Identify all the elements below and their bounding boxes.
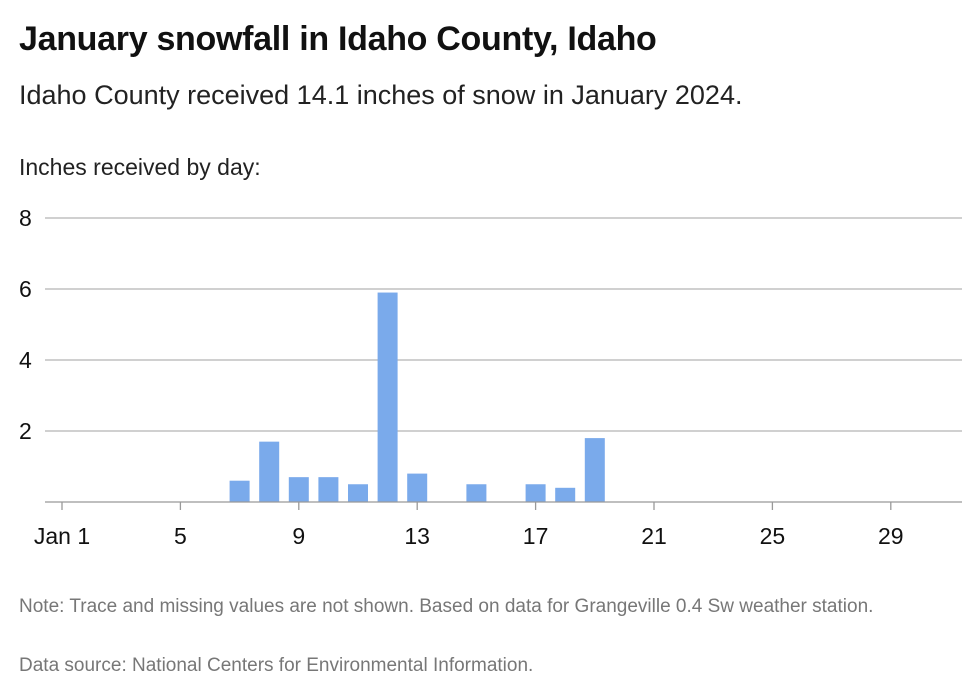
chart-title: January snowfall in Idaho County, Idaho	[19, 20, 657, 58]
bar-day-12	[377, 292, 398, 502]
x-tick-label: Jan 1	[34, 523, 90, 549]
y-tick-label: 2	[19, 418, 32, 444]
x-tick-label: 25	[760, 523, 786, 549]
bar-day-10	[318, 477, 339, 502]
bar-day-7	[229, 480, 250, 502]
bar-day-9	[288, 477, 309, 502]
grid-lines: 2 4 6 8	[19, 205, 962, 444]
x-tick-label: 9	[292, 523, 305, 549]
y-axis-label: Inches received by day:	[19, 154, 261, 180]
bar-day-13	[407, 473, 428, 502]
bar-day-8	[259, 441, 280, 502]
y-tick-label: 6	[19, 276, 32, 302]
y-tick-label: 8	[19, 205, 32, 231]
chart-source: Data source: National Centers for Enviro…	[19, 655, 534, 676]
bar-day-11	[348, 484, 368, 502]
chart-subtitle: Idaho County received 14.1 inches of sno…	[19, 80, 743, 110]
bar-day-15	[466, 484, 487, 502]
x-tick-label: 5	[174, 523, 187, 549]
chart-note: Note: Trace and missing values are not s…	[19, 596, 874, 617]
bars	[229, 292, 605, 502]
bar-day-18	[555, 487, 576, 502]
snowfall-bar-chart: 2 4 6 8 Jan 1 5 9 13 17 21 25 29	[19, 205, 962, 549]
x-tick-label: 17	[523, 523, 549, 549]
x-tick-label: 13	[404, 523, 430, 549]
bar-day-19	[584, 438, 605, 502]
y-tick-label: 4	[19, 347, 32, 373]
x-tick-label: 21	[641, 523, 667, 549]
x-axis: Jan 1 5 9 13 17 21 25 29	[34, 501, 962, 549]
x-tick-label: 29	[878, 523, 904, 549]
bar-day-17	[525, 484, 546, 502]
